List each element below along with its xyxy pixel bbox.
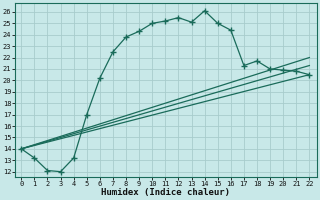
X-axis label: Humidex (Indice chaleur): Humidex (Indice chaleur): [101, 188, 230, 197]
